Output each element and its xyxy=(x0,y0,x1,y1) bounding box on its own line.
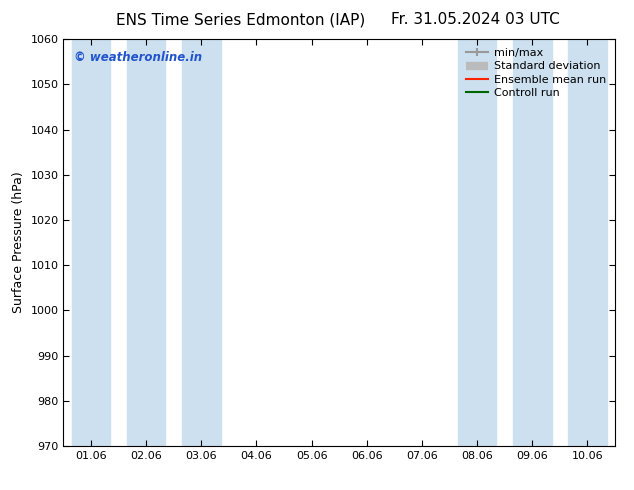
Bar xyxy=(72,39,110,446)
Bar xyxy=(513,39,552,446)
Y-axis label: Surface Pressure (hPa): Surface Pressure (hPa) xyxy=(12,172,25,314)
Bar xyxy=(182,39,221,446)
Text: Fr. 31.05.2024 03 UTC: Fr. 31.05.2024 03 UTC xyxy=(391,12,560,27)
Text: © weatheronline.in: © weatheronline.in xyxy=(74,51,202,64)
Bar xyxy=(127,39,165,446)
Text: ENS Time Series Edmonton (IAP): ENS Time Series Edmonton (IAP) xyxy=(116,12,366,27)
Legend: min/max, Standard deviation, Ensemble mean run, Controll run: min/max, Standard deviation, Ensemble me… xyxy=(463,45,609,101)
Bar xyxy=(568,39,607,446)
Bar xyxy=(458,39,496,446)
